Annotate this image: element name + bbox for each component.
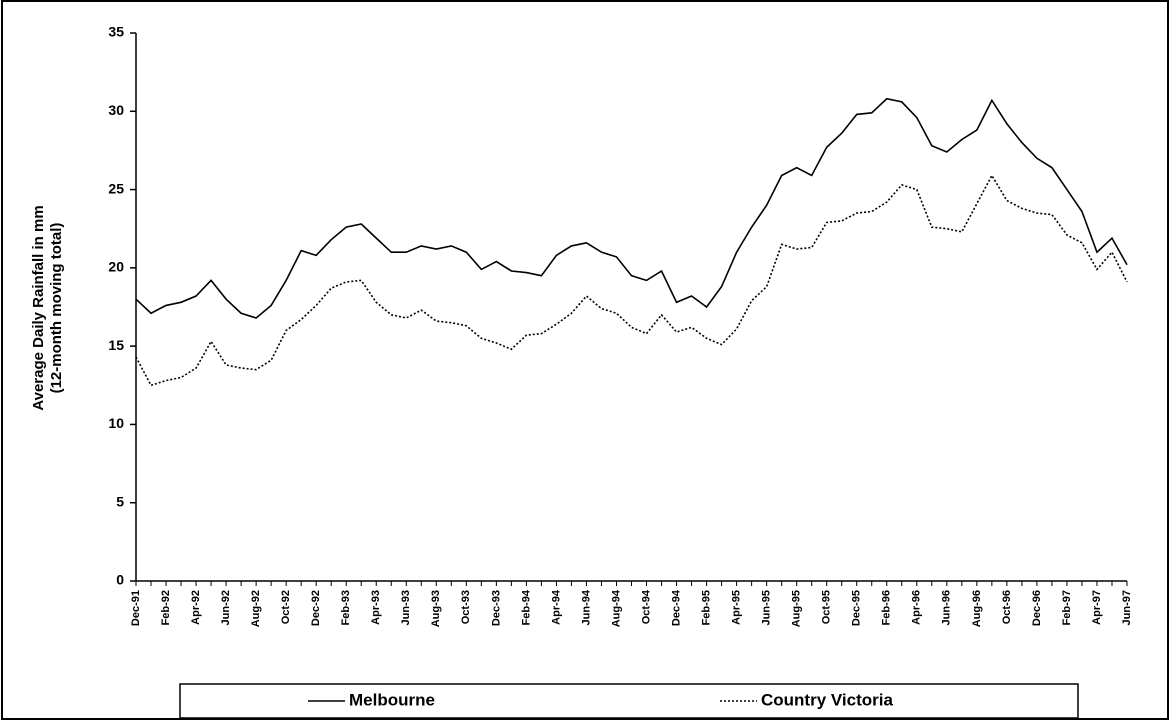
x-tick-label: Feb-93 [340, 590, 352, 625]
y-label-line: Average Daily Rainfall in mm [30, 205, 47, 410]
y-tick-label: 0 [116, 572, 124, 588]
x-tick-label: Aug-95 [791, 590, 803, 627]
x-tick-label: Aug-92 [250, 590, 262, 627]
x-tick-label: Dec-91 [130, 590, 142, 626]
x-tick-label: Dec-93 [490, 590, 502, 626]
x-tick-label: Apr-93 [370, 590, 382, 625]
x-tick-label: Oct-94 [640, 589, 652, 624]
y-tick-label: 10 [108, 415, 124, 431]
y-axis-label: Average Daily Rainfall in mm (12-month m… [30, 205, 65, 410]
x-tick-label: Jun-93 [400, 590, 412, 625]
x-tick-label: Dec-96 [1031, 590, 1043, 626]
x-tick-label: Apr-92 [190, 590, 202, 625]
x-tick-label: Feb-92 [160, 590, 172, 625]
x-tick-label: Feb-95 [700, 590, 712, 625]
x-tick-label: Oct-96 [1001, 590, 1013, 624]
x-tick-label: Dec-92 [310, 590, 322, 626]
x-tick-label: Apr-95 [731, 590, 743, 625]
x-tick-label: Feb-94 [520, 589, 532, 625]
x-tick-label: Jun-96 [941, 590, 953, 625]
y-tick-label: 15 [108, 337, 124, 353]
x-tick-label: Jun-97 [1121, 590, 1133, 625]
x-tick-label: Oct-92 [280, 590, 292, 624]
y-tick-label: 30 [108, 102, 124, 118]
y-tick-label: 25 [108, 180, 124, 196]
y-tick-label: 20 [108, 259, 124, 275]
x-tick-label: Dec-95 [851, 590, 863, 626]
x-tick-label: Jun-94 [580, 589, 592, 625]
series-line [135, 173, 1128, 387]
x-tick-label: Jun-95 [761, 590, 773, 625]
x-tick-label: Dec-94 [670, 589, 682, 626]
x-tick-label: Apr-97 [1091, 590, 1103, 625]
x-tick-label: Feb-97 [1061, 590, 1073, 625]
legend-label: Melbourne [349, 690, 435, 709]
x-tick-label: Apr-96 [911, 590, 923, 625]
x-tick-label: Oct-93 [460, 590, 472, 624]
x-tick-label: Apr-94 [550, 589, 562, 625]
x-tick-label: Aug-96 [971, 590, 983, 627]
legend-label: Country Victoria [761, 690, 893, 709]
x-tick-label: Aug-94 [610, 589, 622, 627]
x-tick-label: Feb-96 [881, 590, 893, 625]
y-tick-label: 5 [116, 493, 124, 509]
x-tick-label: Oct-95 [821, 590, 833, 624]
x-tick-label: Aug-93 [430, 590, 442, 627]
y-label-line: (12-month moving total) [48, 223, 65, 394]
x-tick-label: Jun-92 [220, 590, 232, 625]
y-tick-label: 35 [108, 24, 124, 40]
series-line [135, 97, 1128, 319]
